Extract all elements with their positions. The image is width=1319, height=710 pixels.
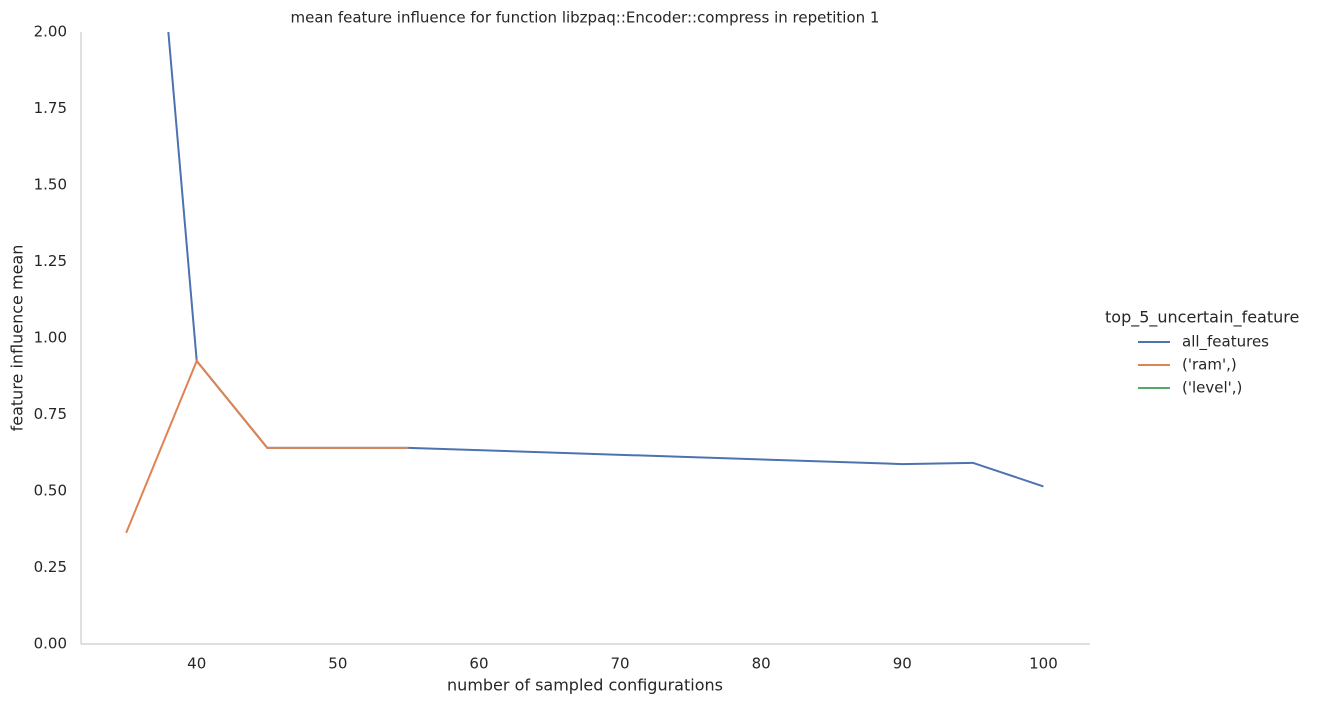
legend-label: ('level',) bbox=[1182, 379, 1242, 397]
x-tick-label: 70 bbox=[611, 655, 630, 673]
y-tick-label: 2.00 bbox=[34, 23, 67, 41]
plot-area bbox=[125, 32, 1044, 534]
y-tick-label: 0.00 bbox=[34, 635, 67, 653]
x-tick-label: 80 bbox=[752, 655, 771, 673]
y-tick-label: 0.50 bbox=[34, 482, 67, 500]
y-axis-label: feature influence mean bbox=[8, 245, 27, 432]
x-tick-label: 40 bbox=[187, 655, 206, 673]
x-tick-label: 90 bbox=[893, 655, 912, 673]
y-tick-label: 1.50 bbox=[34, 176, 67, 194]
y-tick-label: 1.75 bbox=[34, 99, 67, 117]
legend-label: ('ram',) bbox=[1182, 356, 1237, 374]
series-line bbox=[125, 359, 409, 534]
x-tick-label: 100 bbox=[1029, 655, 1058, 673]
x-tick-label: 50 bbox=[328, 655, 347, 673]
chart-title: mean feature influence for function libz… bbox=[291, 9, 880, 27]
y-tick-label: 1.00 bbox=[34, 329, 67, 347]
x-axis-label: number of sampled configurations bbox=[447, 676, 723, 695]
y-tick-label: 0.25 bbox=[34, 558, 67, 576]
x-tick-label: 60 bbox=[469, 655, 488, 673]
y-tick-label: 1.25 bbox=[34, 252, 67, 270]
legend-label: all_features bbox=[1182, 333, 1269, 352]
legend-title: top_5_uncertain_feature bbox=[1105, 308, 1299, 328]
series-line bbox=[167, 32, 1044, 488]
y-tick-label: 0.75 bbox=[34, 405, 67, 423]
